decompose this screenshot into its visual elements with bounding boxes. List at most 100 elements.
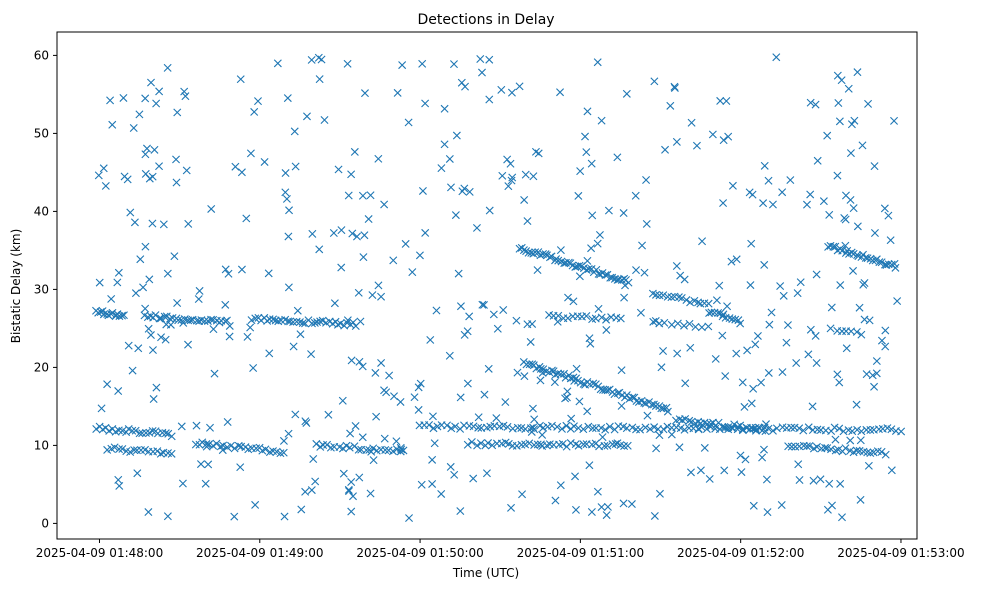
data-point <box>686 298 695 307</box>
data-point <box>764 176 773 185</box>
data-point <box>602 325 611 334</box>
data-point <box>650 511 659 520</box>
data-point <box>852 327 861 336</box>
data-point <box>451 211 460 220</box>
data-point <box>714 309 723 317</box>
data-point <box>881 342 890 351</box>
data-point <box>301 487 310 496</box>
data-point <box>886 236 895 245</box>
data-point <box>597 503 606 512</box>
data-point <box>806 325 815 334</box>
data-point <box>808 402 817 411</box>
data-point <box>523 217 532 226</box>
data-point <box>301 417 310 426</box>
data-point <box>687 118 696 127</box>
data-point <box>440 140 449 149</box>
data-point <box>392 437 401 446</box>
data-point <box>507 88 516 97</box>
data-point <box>437 489 446 498</box>
data-point <box>236 463 245 472</box>
data-point <box>251 500 260 509</box>
data-point <box>593 239 602 248</box>
data-point <box>758 426 767 435</box>
data-point <box>473 441 482 450</box>
data-point <box>182 166 191 175</box>
data-point <box>225 332 234 341</box>
data-point <box>576 167 585 176</box>
data-point <box>519 246 528 255</box>
data-point <box>657 363 666 372</box>
data-point <box>836 479 845 488</box>
data-point <box>290 127 299 136</box>
data-point <box>472 223 481 232</box>
data-point <box>613 389 622 398</box>
data-point <box>587 159 596 168</box>
data-point <box>841 215 850 224</box>
data-point <box>841 444 850 453</box>
data-point <box>429 424 438 433</box>
data-point <box>881 326 890 335</box>
data-point <box>237 265 246 274</box>
data-point <box>463 440 472 449</box>
data-point <box>485 95 494 104</box>
data-point <box>823 505 832 514</box>
data-point <box>152 99 161 108</box>
data-point <box>146 331 155 340</box>
data-point <box>141 304 150 313</box>
data-point <box>291 410 300 419</box>
data-point <box>142 144 151 153</box>
data-point <box>747 239 756 248</box>
data-point <box>528 404 537 413</box>
data-point <box>465 187 474 196</box>
data-point <box>792 359 801 367</box>
data-point <box>396 443 405 452</box>
data-point <box>465 312 474 321</box>
data-point <box>142 428 150 437</box>
data-point <box>692 141 701 150</box>
data-point <box>451 422 460 431</box>
data-point <box>556 481 565 490</box>
data-point <box>821 443 830 452</box>
data-point <box>374 154 383 163</box>
data-point <box>672 137 681 146</box>
data-point <box>795 476 804 484</box>
data-point <box>218 446 227 455</box>
data-point <box>515 82 524 91</box>
data-point <box>608 273 617 282</box>
data-point <box>890 116 899 125</box>
data-point <box>135 429 144 438</box>
x-axis-ticks: 2025-04-09 01:48:00 2025-04-09 01:49:00 20… <box>36 539 965 560</box>
data-point <box>877 258 886 267</box>
y-tick-label: 0 <box>41 516 49 530</box>
data-point <box>566 439 575 448</box>
x-tick-label: 2025-04-09 01:50:00 <box>356 546 483 560</box>
data-point <box>760 260 769 269</box>
data-point <box>631 191 640 200</box>
data-point <box>446 462 455 471</box>
data-point <box>364 215 373 224</box>
data-point <box>575 261 584 270</box>
data-point <box>655 489 664 498</box>
x-tick-label: 2025-04-09 01:48:00 <box>36 546 163 560</box>
data-point <box>620 293 629 302</box>
data-point <box>476 55 485 64</box>
data-point <box>206 423 214 432</box>
data-point <box>751 423 760 432</box>
data-point <box>417 480 426 489</box>
data-point <box>846 436 855 445</box>
data-point <box>611 440 620 449</box>
data-point <box>513 368 522 377</box>
data-point <box>698 237 707 246</box>
data-point <box>581 132 590 141</box>
data-point <box>139 283 148 292</box>
data-point <box>812 270 821 279</box>
data-point <box>242 214 251 223</box>
data-point <box>508 173 517 182</box>
data-point <box>667 320 676 329</box>
data-point <box>115 445 123 454</box>
data-point <box>358 191 367 200</box>
data-point <box>652 444 661 453</box>
data-point <box>759 199 768 208</box>
data-point <box>841 241 850 250</box>
data-point <box>833 370 842 379</box>
